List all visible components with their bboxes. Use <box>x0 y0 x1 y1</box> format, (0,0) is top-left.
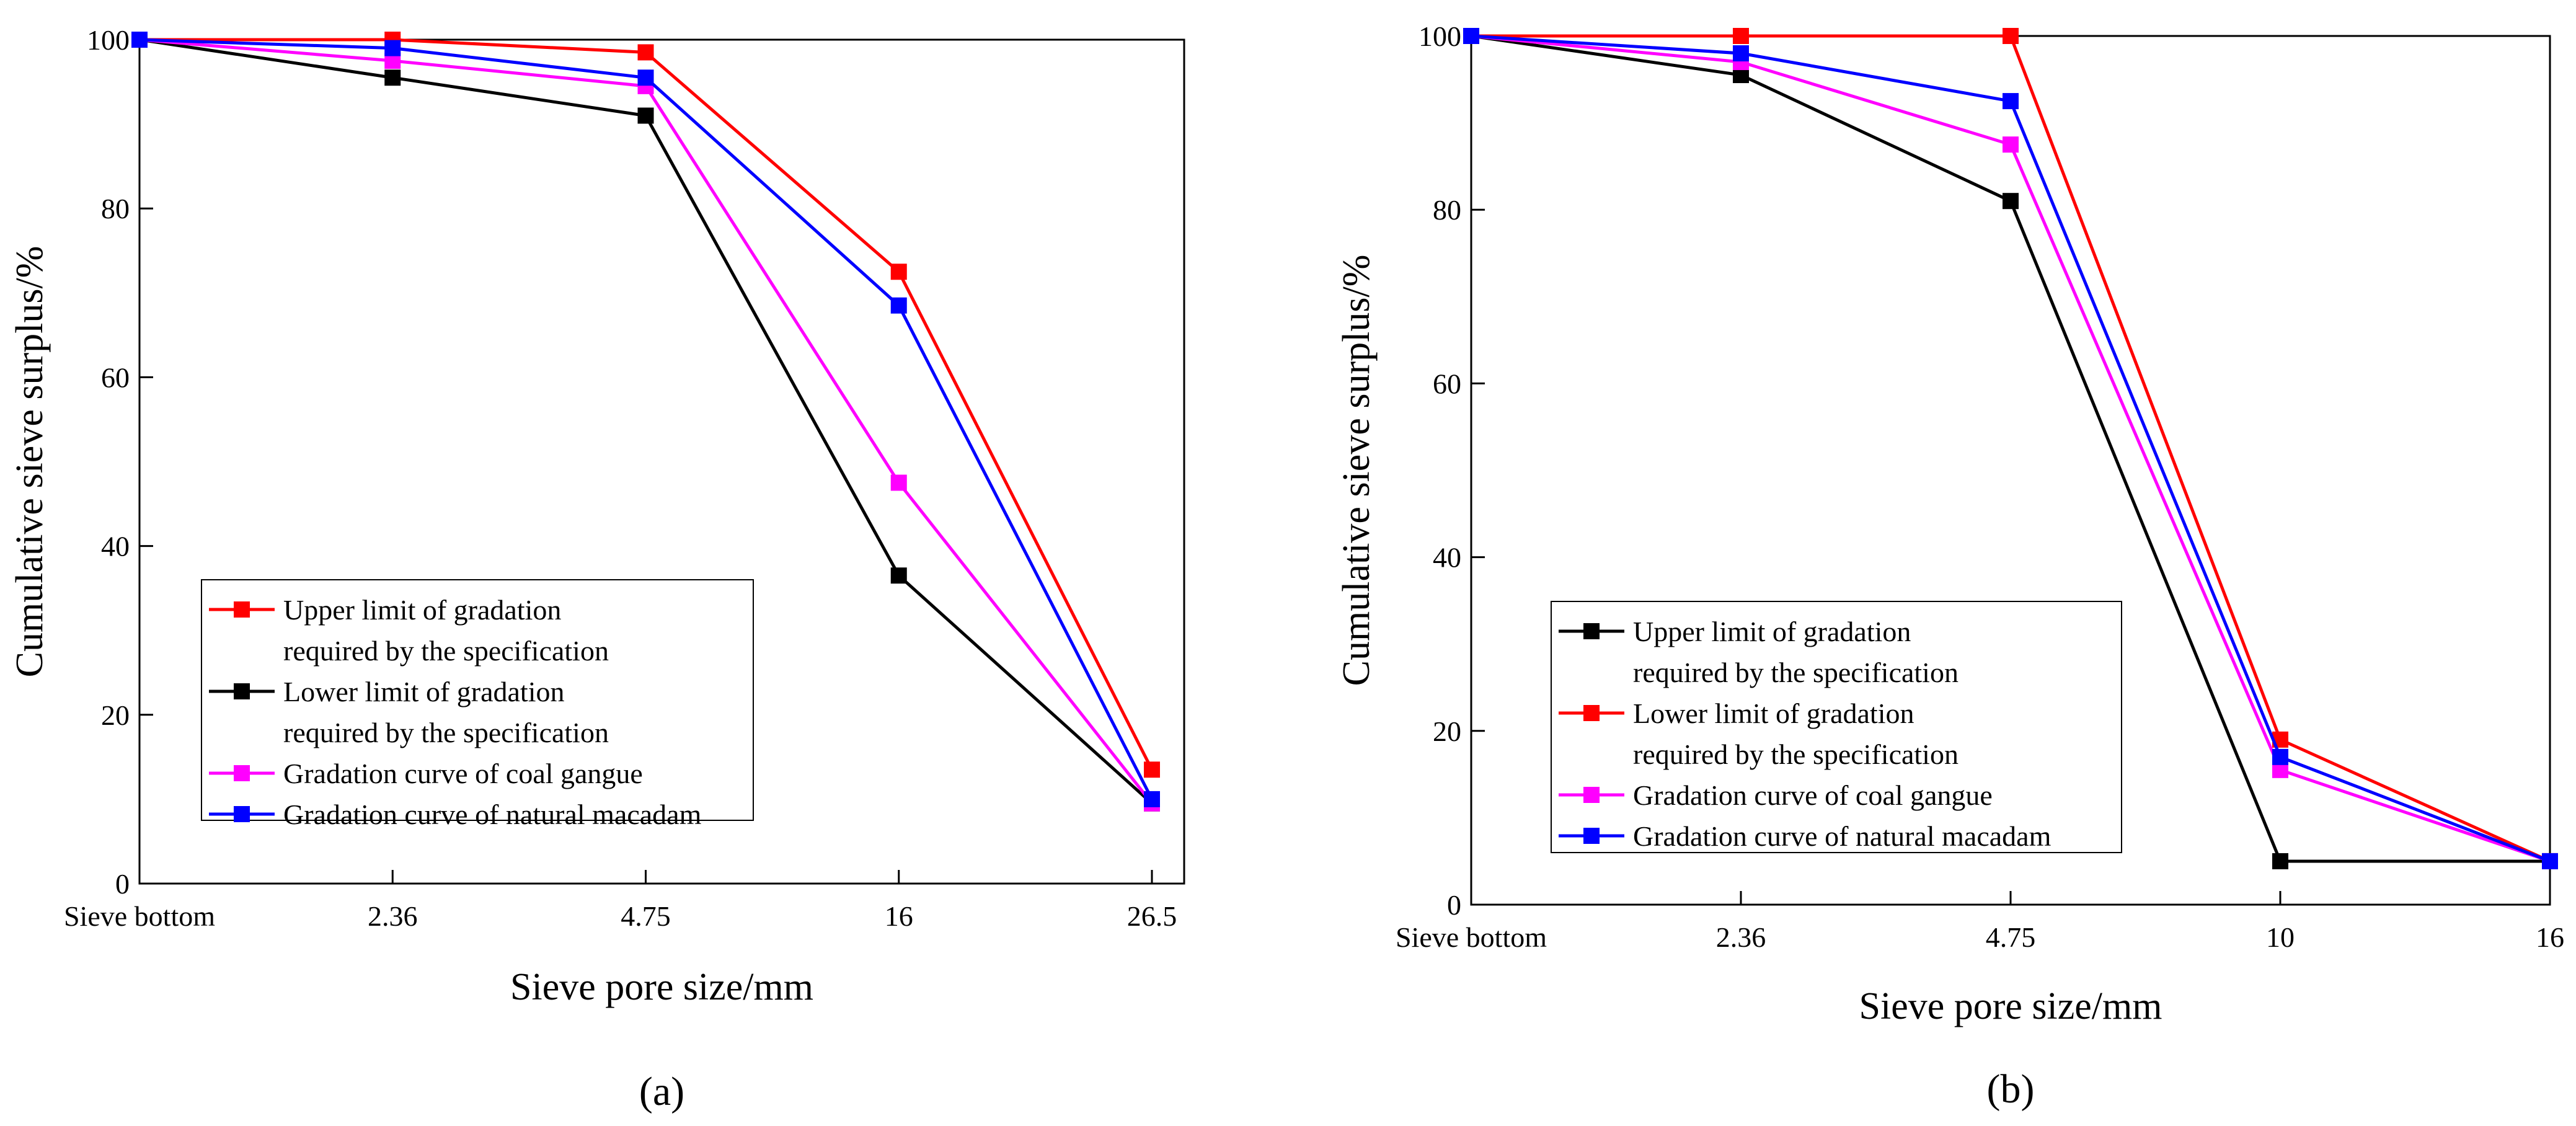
x-tick-label: Sieve bottom <box>1396 921 1547 953</box>
legend: Upper limit of gradation required by the … <box>1551 601 2122 853</box>
y-tick-label: 40 <box>101 531 130 562</box>
y-tick-label: 80 <box>101 193 130 224</box>
x-tick-label: 26.5 <box>1127 900 1177 932</box>
x-tick-label: 16 <box>885 900 913 932</box>
series-2-point <box>1733 28 1749 44</box>
legend-swatch-marker <box>1583 787 1600 803</box>
series-1-point <box>1144 761 1160 778</box>
chart-panel-2: 0 20 40 60 80 100 Sieve bottom 2.36 4.75 10 16 Siev… <box>1335 20 2564 1112</box>
series-2-point <box>384 69 401 86</box>
x-axis-title: Sieve pore size/mm <box>510 966 813 1008</box>
series-1-point <box>2272 853 2288 869</box>
y-tick-label: 80 <box>1433 194 1461 226</box>
y-tick-label: 0 <box>115 868 130 900</box>
y-tick-label: 0 <box>1447 889 1461 921</box>
legend-label-line2: required by the specification <box>283 717 609 748</box>
series-3-point <box>890 474 907 491</box>
y-tick-label: 60 <box>101 361 130 393</box>
y-tick-label: 40 <box>1433 542 1461 574</box>
series-2-point <box>2003 28 2019 44</box>
series-4-point <box>2003 93 2019 110</box>
legend-swatch-marker <box>234 765 250 781</box>
legend-label: Lower limit of gradation <box>283 676 565 707</box>
legend-swatch-marker <box>1583 623 1600 639</box>
y-tick-label: 20 <box>1433 716 1461 747</box>
series-4-point <box>384 40 401 56</box>
series-1-point <box>2003 193 2019 210</box>
y-tick-label: 60 <box>1433 368 1461 399</box>
legend: Upper limit of gradation required by the … <box>201 579 754 830</box>
x-tick-label: Sieve bottom <box>64 900 215 932</box>
x-tick-label: 4.75 <box>1986 921 2036 953</box>
x-axis-title: Sieve pore size/mm <box>1859 985 2162 1027</box>
legend-label: Gradation curve of coal gangue <box>283 758 643 789</box>
series-4-point <box>1144 791 1160 807</box>
legend-swatch-marker <box>1583 828 1600 844</box>
y-tick-label: 20 <box>101 699 130 731</box>
legend-label-line2: required by the specification <box>1633 657 1959 688</box>
series-2-point <box>890 567 907 584</box>
series-4-point <box>2542 853 2558 869</box>
chart-panel-1: 0 20 40 60 80 100 Sieve bottom 2.36 4.75 16 26.5 Si… <box>9 24 1185 1114</box>
y-tick-label: 100 <box>87 24 130 56</box>
series-4-point <box>131 32 148 48</box>
legend-label: Upper limit of gradation <box>283 594 561 626</box>
legend-label: Lower limit of gradation <box>1633 698 1914 729</box>
panel-label: (b) <box>1987 1066 2035 1112</box>
legend-label-line2: required by the specification <box>1633 738 1959 770</box>
x-tick-label: 2.36 <box>368 900 418 932</box>
legend-box <box>201 579 754 821</box>
series-1-point <box>637 44 654 61</box>
legend-swatch-marker <box>1583 705 1600 721</box>
series-4-point <box>637 69 654 86</box>
legend-swatch-marker <box>234 683 250 699</box>
x-tick-label: 4.75 <box>621 900 671 932</box>
series-4-point <box>890 297 907 314</box>
y-tick-label: 100 <box>1419 20 1461 52</box>
series-2-point <box>637 107 654 124</box>
series-4-point <box>1463 28 1479 44</box>
legend-swatch-marker <box>234 806 250 822</box>
legend-box <box>1551 601 2122 853</box>
legend-label-line2: required by the specification <box>283 635 609 667</box>
legend-label: Upper limit of gradation <box>1633 616 1911 647</box>
series-4-point <box>1733 45 1749 62</box>
legend-label: Gradation curve of natural macadam <box>1633 820 2052 852</box>
legend-label: Gradation curve of natural macadam <box>283 799 702 830</box>
y-axis-title: Cumulative sieve surplus/% <box>1335 255 1378 686</box>
x-tick-label: 2.36 <box>1716 921 1766 953</box>
panel-label: (a) <box>639 1069 684 1114</box>
y-axis-title: Cumulative sieve surplus/% <box>9 246 51 678</box>
plot-frame <box>138 38 1185 885</box>
series-3-point <box>2003 136 2019 153</box>
series-1-point <box>890 264 907 280</box>
x-tick-label: 10 <box>2266 921 2295 953</box>
legend-swatch-marker <box>234 601 250 618</box>
x-tick-label: 16 <box>2536 921 2564 953</box>
legend-label: Gradation curve of coal gangue <box>1633 779 1993 811</box>
series-4-point <box>2272 748 2288 765</box>
